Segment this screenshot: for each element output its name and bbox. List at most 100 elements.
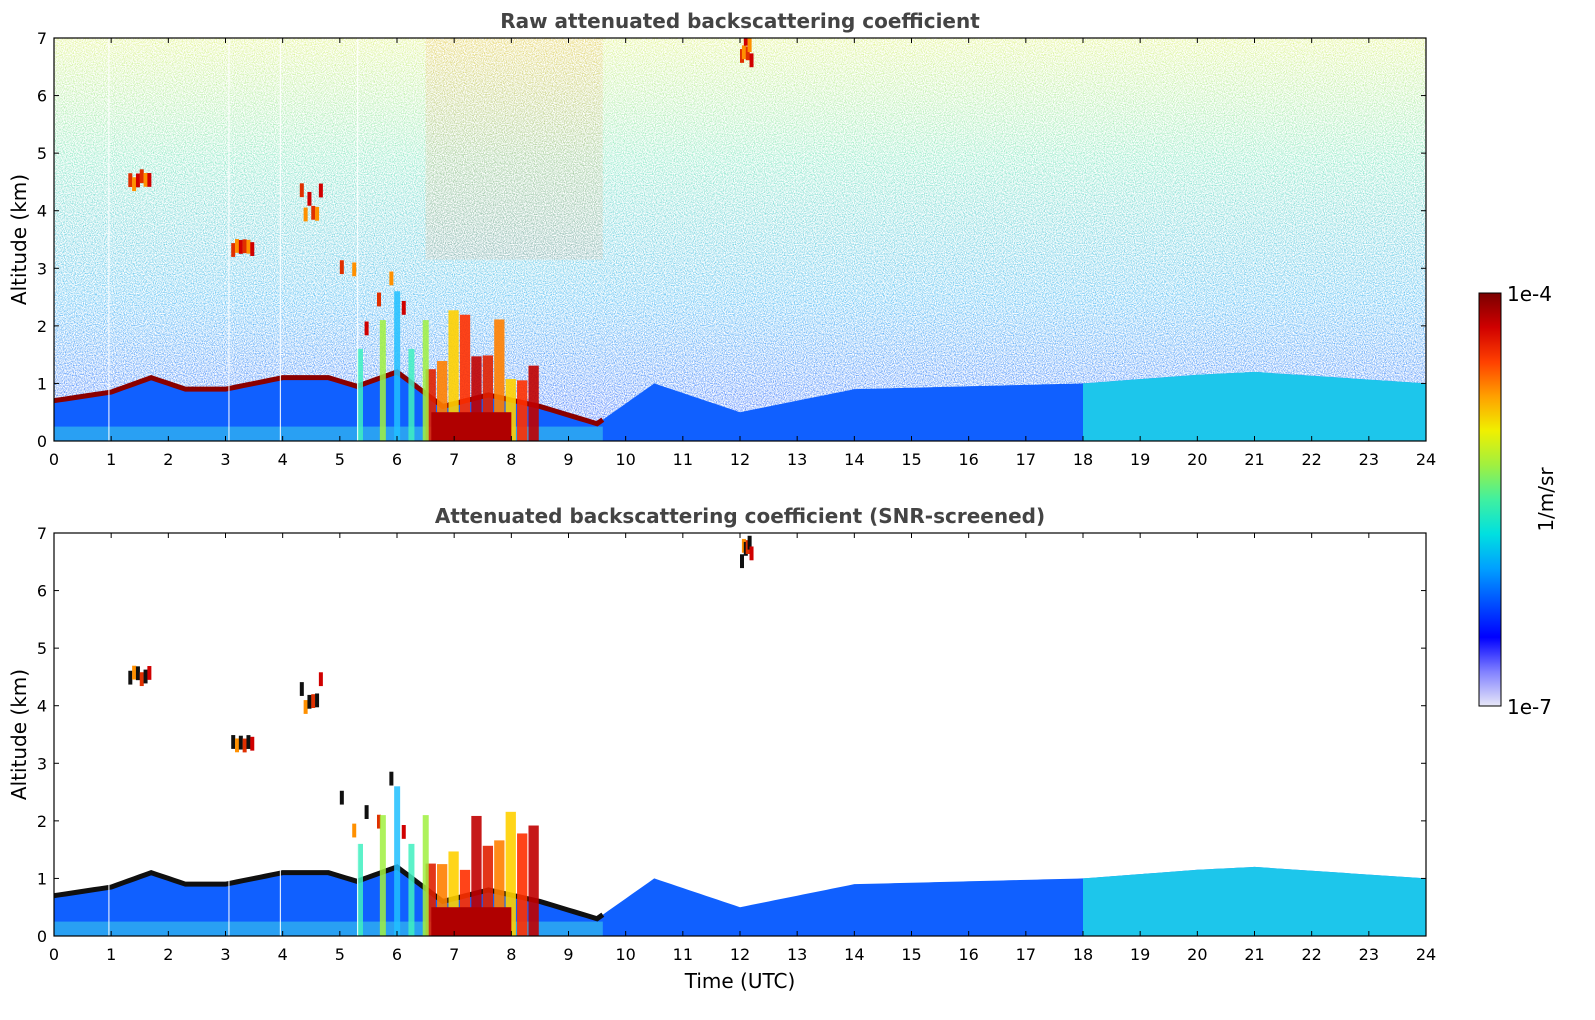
x-tick-label: 22 bbox=[1301, 945, 1321, 964]
data-gap-line bbox=[279, 38, 282, 441]
cloud-layer-segment bbox=[231, 735, 236, 749]
cloud-layer-segment bbox=[339, 790, 344, 805]
x-tick-label: 21 bbox=[1244, 450, 1264, 469]
y-tick-label: 5 bbox=[37, 639, 47, 658]
cloud-layer-segment bbox=[352, 823, 357, 838]
x-tick-label: 13 bbox=[787, 945, 807, 964]
x-tick-label: 24 bbox=[1416, 450, 1436, 469]
cloud-layer-segment bbox=[147, 666, 152, 680]
cloud-layer-segment bbox=[246, 239, 251, 254]
y-tick-label: 7 bbox=[37, 29, 47, 48]
x-tick-label: 3 bbox=[220, 450, 230, 469]
aerosol-streak bbox=[394, 786, 401, 936]
x-tick-label: 19 bbox=[1130, 945, 1150, 964]
x-tick-label: 14 bbox=[844, 945, 864, 964]
data-gap-line bbox=[108, 38, 110, 441]
data-gap-line bbox=[228, 533, 230, 936]
cloud-layer-segment bbox=[318, 672, 323, 687]
x-tick-label: 12 bbox=[730, 450, 750, 469]
x-tick-label: 17 bbox=[1016, 945, 1036, 964]
snr-chart-title: Attenuated backscattering coefficient (S… bbox=[435, 504, 1045, 528]
x-tick-label: 9 bbox=[563, 945, 573, 964]
raw-chart-title: Raw attenuated backscattering coefficien… bbox=[500, 9, 980, 33]
cloud-layer-segment bbox=[242, 239, 247, 254]
raw-backscatter-heatmap bbox=[54, 38, 1426, 441]
data-gap-line bbox=[108, 533, 110, 936]
cloud-layer-segment bbox=[135, 173, 140, 188]
cloud-layer-segment bbox=[139, 672, 144, 687]
colorbar-unit-label: 1/m/sr bbox=[1534, 467, 1558, 532]
cloud-layer-segment bbox=[235, 239, 240, 253]
cloud-plume bbox=[459, 314, 471, 441]
y-tick-label: 4 bbox=[37, 697, 47, 716]
cloud-layer-segment bbox=[238, 735, 243, 750]
snr-screened-panel: Attenuated backscattering coefficient (S… bbox=[7, 504, 1436, 993]
raw-y-ticks: 0 1 2 3 4 5 6 7 bbox=[37, 29, 1426, 451]
cloud-plume bbox=[494, 840, 505, 936]
x-tick-label: 4 bbox=[278, 945, 288, 964]
raw-x-ticks: 0 1 2 3 4 5 6 7 8 9 10 11 12 13 14 15 16 17 18 19 20 21 22 23 24 bbox=[49, 38, 1436, 469]
cloud-plume bbox=[482, 845, 494, 936]
aerosol-streak bbox=[408, 843, 415, 936]
x-tick-label: 19 bbox=[1130, 450, 1150, 469]
cloud-layer-segment bbox=[389, 771, 394, 786]
cloud-layer-segment bbox=[741, 45, 746, 60]
x-tick-label: 1 bbox=[106, 450, 116, 469]
aerosol-streak bbox=[379, 815, 386, 936]
cloud-layer-segment bbox=[143, 172, 148, 187]
cloud-layer-segment bbox=[743, 38, 748, 46]
cloud-layer-segment bbox=[339, 260, 344, 275]
x-tick-label: 0 bbox=[49, 945, 59, 964]
y-tick-label: 6 bbox=[37, 582, 47, 601]
raw-backscatter-panel: Raw attenuated backscattering coefficien… bbox=[7, 9, 1436, 469]
x-tick-label: 14 bbox=[844, 450, 864, 469]
data-gap-line bbox=[279, 533, 282, 936]
afternoon-aerosol bbox=[1083, 866, 1426, 936]
cloud-layer-segment bbox=[389, 271, 394, 286]
y-tick-label: 2 bbox=[37, 812, 47, 831]
aerosol-streak bbox=[422, 320, 429, 441]
x-tick-label: 10 bbox=[615, 945, 635, 964]
x-tick-label: 7 bbox=[449, 945, 459, 964]
x-tick-label: 15 bbox=[901, 945, 921, 964]
cloud-plume bbox=[494, 319, 505, 441]
cloud-layer-segment bbox=[303, 207, 308, 222]
aerosol-streak bbox=[356, 843, 363, 936]
cloud-layer-segment bbox=[147, 173, 152, 187]
y-tick-label: 4 bbox=[37, 202, 47, 221]
cloud-layer-segment bbox=[311, 694, 316, 709]
x-tick-label: 1 bbox=[106, 945, 116, 964]
y-tick-label: 5 bbox=[37, 144, 47, 163]
cloud-layer-segment bbox=[303, 700, 308, 714]
x-tick-label: 13 bbox=[787, 450, 807, 469]
x-tick-label: 3 bbox=[220, 945, 230, 964]
cloud-layer-segment bbox=[299, 183, 304, 198]
cloud-layer-segment bbox=[364, 321, 369, 336]
aerosol-streak bbox=[356, 348, 363, 441]
cloud-layer-segment bbox=[364, 805, 369, 819]
cloud-layer-segment bbox=[401, 300, 406, 315]
noisy-high-signal-region bbox=[425, 38, 603, 260]
cloud-layer-segment bbox=[749, 53, 754, 68]
cloud-layer-segment bbox=[143, 669, 148, 684]
cloud-plume bbox=[437, 864, 448, 936]
snr-y-axis-label: Altitude (km) bbox=[7, 669, 31, 800]
x-tick-label: 21 bbox=[1244, 945, 1264, 964]
cloud-plume bbox=[471, 356, 482, 441]
afternoon-aerosol bbox=[1083, 371, 1426, 441]
x-tick-label: 22 bbox=[1301, 450, 1321, 469]
x-tick-label: 15 bbox=[901, 450, 921, 469]
cloud-layer-segment bbox=[311, 205, 316, 220]
x-tick-label: 18 bbox=[1073, 450, 1093, 469]
cloud-layer-segment bbox=[747, 535, 752, 550]
aerosol-streak bbox=[394, 291, 401, 441]
cloud-layer-segment bbox=[745, 46, 750, 61]
y-tick-label: 3 bbox=[37, 259, 47, 278]
cloud-layer-segment bbox=[246, 735, 251, 749]
cloud-layer-segment bbox=[132, 177, 137, 192]
data-gap-line bbox=[356, 533, 359, 936]
cloud-plume bbox=[505, 811, 516, 936]
cloud-layer-segment bbox=[307, 694, 312, 709]
y-tick-label: 1 bbox=[37, 374, 47, 393]
cloud-layer-segment bbox=[135, 666, 140, 681]
